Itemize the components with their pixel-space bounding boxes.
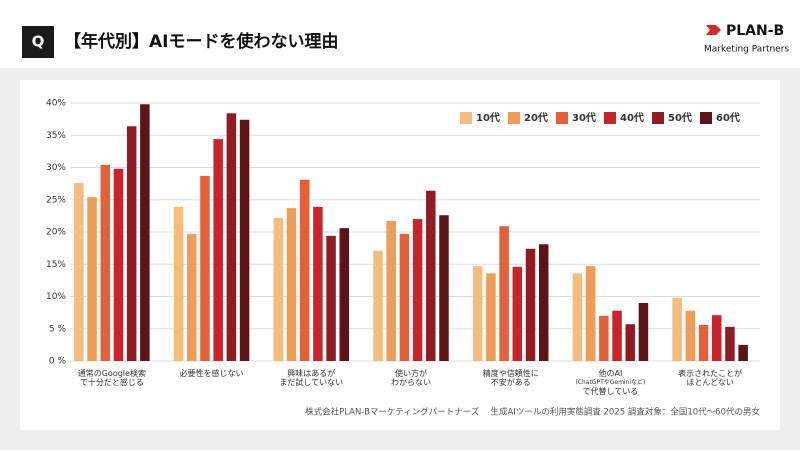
bar xyxy=(339,228,350,361)
bar xyxy=(512,266,523,361)
y-tick-label: 25% xyxy=(46,195,66,205)
bar xyxy=(273,217,284,361)
x-tick-label: 他のAI (ChatGPTやGeminiなど)で代替している xyxy=(575,368,645,396)
bar xyxy=(486,273,496,361)
bar xyxy=(313,206,323,361)
legend-label: 20代 xyxy=(524,111,548,124)
bar xyxy=(140,104,150,361)
x-tick-label: 表示されたことがほとんどない xyxy=(678,368,742,387)
x-tick-line: 表示されたことが xyxy=(678,368,742,378)
bar xyxy=(472,266,483,361)
bar xyxy=(685,310,696,361)
bar xyxy=(585,266,596,361)
x-tick-label: 必要性を感じない xyxy=(180,368,244,378)
bar xyxy=(538,244,549,361)
bar xyxy=(113,168,124,361)
bar xyxy=(672,297,682,361)
bar xyxy=(74,182,84,361)
x-tick-line: 必要性を感じない xyxy=(180,368,244,378)
bar xyxy=(100,164,111,361)
legend-swatch xyxy=(556,112,568,124)
bar xyxy=(412,219,423,361)
bar xyxy=(599,315,609,361)
y-tick-label: 40% xyxy=(46,99,66,109)
bar xyxy=(426,190,436,361)
bar xyxy=(572,273,583,361)
bar xyxy=(711,315,722,361)
bar xyxy=(373,250,383,361)
bar xyxy=(286,208,297,361)
bar xyxy=(439,215,449,361)
badge-box xyxy=(22,26,54,58)
bar xyxy=(213,139,223,361)
x-tick-line: で十分だと感じる xyxy=(80,377,144,387)
x-tick-line: 使い方が xyxy=(395,368,427,378)
bar xyxy=(612,310,622,361)
x-tick-line: 興味はあるが xyxy=(287,368,335,378)
y-tick-label: 5 % xyxy=(49,324,67,334)
bar xyxy=(126,126,137,361)
bar xyxy=(499,226,509,361)
legend-swatch xyxy=(652,112,664,124)
x-tick-label: 興味はあるがまだ試していない xyxy=(279,368,343,387)
bar xyxy=(299,179,310,361)
logo-icon xyxy=(706,25,721,35)
legend-swatch xyxy=(508,112,520,124)
badge: Q xyxy=(32,33,45,51)
bar xyxy=(725,326,735,361)
bar xyxy=(187,233,197,361)
y-tick-label: 10% xyxy=(46,292,66,302)
x-tick-line: ほとんどない xyxy=(686,378,734,387)
y-tick-label: 20% xyxy=(46,228,66,238)
bar xyxy=(226,113,237,361)
x-tick-line: まだ試していない xyxy=(279,377,343,387)
bar xyxy=(399,233,410,361)
legend-swatch xyxy=(700,112,712,124)
y-tick-label: 15% xyxy=(46,260,66,270)
legend-swatch xyxy=(460,112,472,124)
x-tick-line: 通常のGoogle検索 xyxy=(78,368,146,378)
x-tick-label: 通常のGoogle検索で十分だと感じる xyxy=(78,368,146,387)
bar xyxy=(386,221,396,361)
logo-sub: Marketing Partners xyxy=(704,45,789,55)
bar xyxy=(200,175,210,361)
x-tick-line: わからない xyxy=(391,378,431,387)
legend-label: 30代 xyxy=(572,111,596,124)
bar xyxy=(326,235,336,361)
x-tick-line: 不安がある xyxy=(491,377,531,387)
bar xyxy=(738,344,748,361)
legend-label: 50代 xyxy=(668,111,692,124)
source: 株式会社PLAN-Bマーケティングパートナーズ 生成AIツールの利用実態調査 2… xyxy=(305,407,760,418)
bar xyxy=(638,302,649,361)
legend-label: 40代 xyxy=(620,111,644,124)
bar xyxy=(87,197,97,361)
bar xyxy=(525,248,536,361)
logo: PLAN-B xyxy=(726,23,784,39)
x-tick-line: (ChatGPTやGeminiなど) xyxy=(575,378,645,386)
bar xyxy=(173,206,184,361)
y-tick-label: 0 % xyxy=(49,357,67,367)
bar xyxy=(625,324,635,361)
x-tick-line: 精度や信頼性に xyxy=(483,368,539,378)
x-tick-line: 他のAI xyxy=(599,368,623,378)
legend-swatch xyxy=(604,112,616,124)
legend-label: 10代 xyxy=(476,111,500,124)
y-tick-label: 35% xyxy=(46,131,66,141)
bar xyxy=(239,119,250,362)
page-title: 【年代別】AIモードを使わない理由 xyxy=(64,31,338,52)
x-tick-label: 使い方がわからない xyxy=(391,368,431,387)
x-tick-label: 精度や信頼性に不安がある xyxy=(483,368,539,387)
y-tick-label: 30% xyxy=(46,163,66,173)
legend-label: 60代 xyxy=(716,111,740,124)
x-tick-line: で代替している xyxy=(583,386,639,396)
bar xyxy=(698,324,709,361)
